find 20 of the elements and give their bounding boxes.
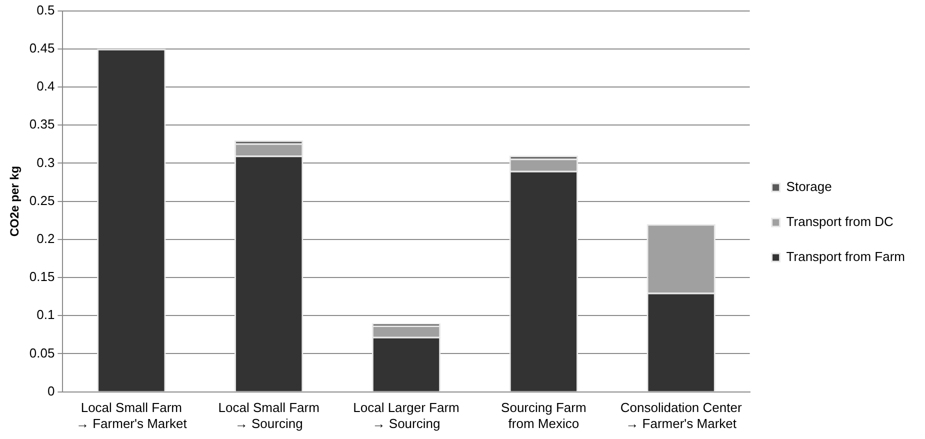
- y-tick-label: 0.35: [29, 116, 55, 132]
- legend-label: Transport from Farm: [786, 249, 905, 264]
- y-tick-label: 0.1: [36, 307, 55, 322]
- y-tick-label: 0.05: [29, 345, 55, 360]
- legend-label: Storage: [786, 179, 832, 194]
- y-tick-label: 0.3: [36, 154, 55, 170]
- y-tick-label: 0.2: [36, 230, 55, 246]
- y-tick-label: 0.25: [29, 192, 55, 208]
- legend-label: Transport from DC: [786, 214, 894, 230]
- y-tick-label: 0.45: [29, 40, 55, 56]
- y-tick-label: 0: [47, 383, 55, 398]
- y-axis-title: CO2e per kg: [8, 166, 22, 237]
- x-tick-label: Local Small Farm → Sourcing: [218, 400, 320, 431]
- y-tick-label: 0.15: [29, 269, 55, 284]
- x-tick-label: Local Small Farm → Farmer's Market: [76, 400, 188, 431]
- x-tick-label: Sourcing Farm from Mexico: [501, 400, 586, 431]
- x-tick-label: Local Larger Farm → Sourcing: [353, 400, 460, 431]
- y-tick-label: 0.5: [36, 2, 55, 18]
- x-tick-label: Consolidation Center → Farmer's Market: [620, 400, 742, 431]
- y-tick-label: 0.4: [36, 78, 55, 94]
